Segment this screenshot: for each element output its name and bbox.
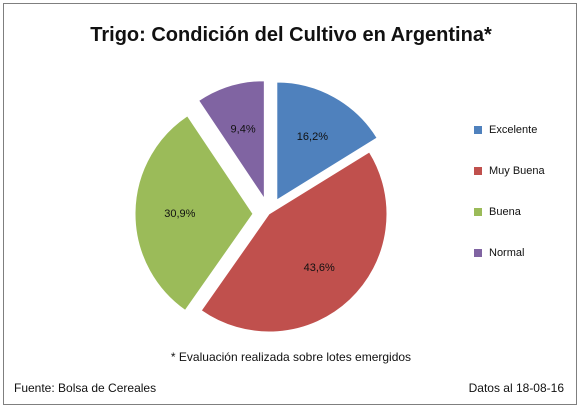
- legend-label-normal: Normal: [489, 247, 525, 259]
- chart-date: Datos al 18-08-16: [468, 381, 564, 395]
- pie-slices: [134, 80, 388, 333]
- pie-slice-normal: [198, 80, 265, 201]
- legend-label-excelente: Excelente: [489, 124, 538, 136]
- legend-item-excelente: Excelente: [474, 122, 545, 138]
- pie-label-excelente: 16,2%: [297, 131, 328, 143]
- legend: Excelente Muy Buena Buena Normal: [474, 122, 545, 286]
- pie-slice-muy-buena: [200, 151, 388, 333]
- legend-item-muy-buena: Muy Buena: [474, 163, 545, 179]
- pie-label-normal: 9,4%: [231, 124, 256, 136]
- legend-swatch-excelente: [474, 126, 482, 134]
- legend-swatch-muy-buena: [474, 167, 482, 175]
- chart-frame: Trigo: Condición del Cultivo en Argentin…: [3, 3, 577, 405]
- pie-label-buena: 30,9%: [164, 208, 195, 220]
- chart-footnote: * Evaluación realizada sobre lotes emerg…: [170, 350, 412, 364]
- pie-slice-excelente: [276, 81, 378, 201]
- legend-item-buena: Buena: [474, 204, 545, 220]
- chart-title: Trigo: Condición del Cultivo en Argentin…: [90, 24, 492, 46]
- pie-slice-buena: [134, 115, 254, 312]
- pie-chart: 16,2% 43,6% 30,9% 9,4%: [134, 80, 388, 333]
- legend-swatch-buena: [474, 208, 482, 216]
- legend-label-buena: Buena: [489, 206, 521, 218]
- legend-label-muy-buena: Muy Buena: [489, 165, 545, 177]
- legend-swatch-normal: [474, 249, 482, 257]
- pie-label-muy-buena: 43,6%: [304, 262, 335, 274]
- legend-item-normal: Normal: [474, 245, 545, 261]
- chart-source: Fuente: Bolsa de Cereales: [14, 381, 157, 395]
- pie-labels: 16,2% 43,6% 30,9% 9,4%: [164, 124, 335, 275]
